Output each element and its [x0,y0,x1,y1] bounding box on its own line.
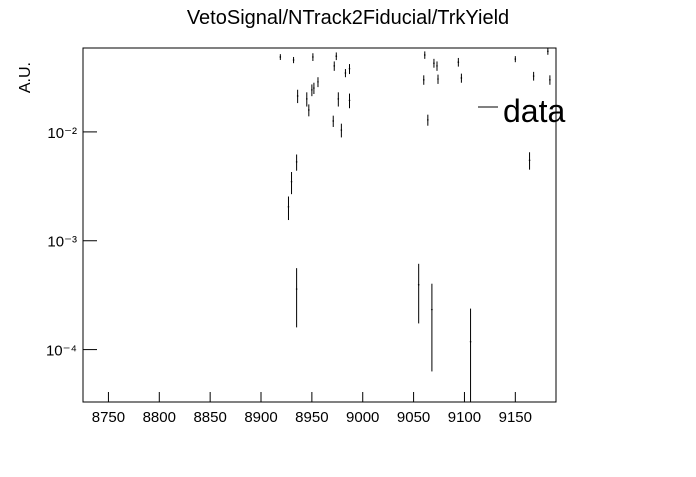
y-tick-label: 10⁻² [47,125,77,142]
x-tick-label: 9100 [448,409,481,426]
data-point [547,50,549,53]
data-point [532,75,535,77]
data-point [337,98,340,100]
data-point [514,58,517,60]
data-point [279,56,282,58]
data-point [333,65,336,67]
data-point [422,79,425,81]
data-point [528,159,531,161]
x-tick-label: 8850 [193,409,226,426]
x-tick-label: 8900 [244,409,277,426]
data-point [423,54,426,56]
data-point [433,62,435,64]
data-point [417,283,420,286]
data-point [313,87,315,89]
data-point [335,55,338,57]
data-point [436,65,438,67]
legend-label: data [503,93,565,129]
x-tick-label: 8750 [92,409,125,426]
y-tick-label: 10⁻⁴ [46,343,77,360]
data-point [296,95,299,97]
y-axis-label: A.U. [17,62,34,93]
data-point [312,56,314,58]
data-point [348,67,351,70]
data-point [295,161,298,163]
x-tick-label: 8800 [143,409,176,426]
data-point [344,72,347,74]
data-point [469,340,472,343]
x-tick-label: 9000 [346,409,379,426]
x-tick-label: 8950 [295,409,328,426]
data-point [292,59,295,61]
data-point [317,81,319,83]
data-point [457,61,460,63]
data-point [460,77,463,79]
data-point [332,120,335,122]
data-point [427,119,429,121]
data-point [308,109,310,111]
data-point [305,98,308,100]
data-point [431,308,433,311]
data-point [340,129,343,131]
x-tick-label: 9050 [397,409,430,426]
data-point [290,180,293,183]
data-point [287,206,290,208]
plot-frame [82,47,557,403]
data-point [311,89,313,91]
data-point [295,288,298,290]
x-tick-label: 9150 [499,409,532,426]
chart-title: VetoSignal/NTrack2Fiducial/TrkYield [187,7,509,29]
data-point [348,99,351,102]
y-tick-label: 10⁻³ [47,234,77,251]
data-point [549,79,551,81]
data-point [437,78,439,80]
